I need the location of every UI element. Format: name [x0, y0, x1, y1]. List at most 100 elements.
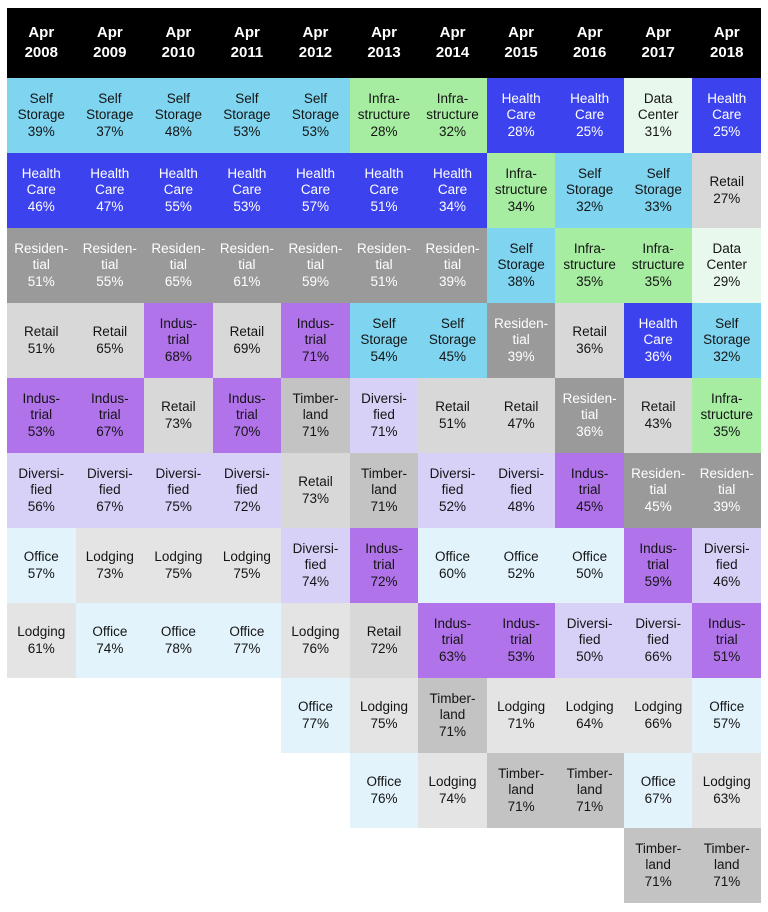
heatmap-cell-self-storage-2015: Self Storage 38%: [486, 228, 556, 303]
heatmap-cell-retail-2017: Retail 43%: [623, 378, 693, 453]
heatmap-cell-timberland-2014: Timber- land 71%: [418, 678, 487, 753]
heatmap-cell-health-care-2015: Health Care 28%: [486, 78, 556, 153]
heatmap-cell-self-storage-2008: Self Storage 39%: [7, 78, 76, 153]
heatmap-cell-lodging-2009: Lodging 73%: [75, 528, 145, 603]
column-header-2009: Apr 2009: [75, 8, 145, 78]
heatmap-cell-lodging-2017: Lodging 66%: [623, 678, 693, 753]
heatmap-cell-diversified-2011: Diversi- fied 72%: [212, 453, 282, 528]
heatmap-cell-timberland-2016: Timber- land 71%: [555, 753, 624, 828]
heatmap-cell-infrastructure-2015: Infra- structure 34%: [486, 153, 556, 228]
heatmap-cell-diversified-2013: Diversi- fied 71%: [349, 378, 419, 453]
heatmap-cell-diversified-2015: Diversi- fied 48%: [486, 453, 556, 528]
heatmap-cell-self-storage-2009: Self Storage 37%: [75, 78, 145, 153]
column-header-2016: Apr 2016: [555, 8, 624, 78]
heatmap-cell-lodging-2014: Lodging 74%: [418, 753, 487, 828]
heatmap-cell-health-care-2008: Health Care 46%: [7, 153, 76, 228]
heatmap-cell-industrial-2008: Indus- trial 53%: [7, 378, 76, 453]
heatmap-cell-infrastructure-2014: Infra- structure 32%: [418, 78, 487, 153]
heatmap-cell-data-center-2017: Data Center 31%: [623, 78, 693, 153]
heatmap-cell-diversified-2009: Diversi- fied 67%: [75, 453, 145, 528]
heatmap-cell-retail-2018: Retail 27%: [692, 153, 762, 228]
heatmap-cell-health-care-2009: Health Care 47%: [75, 153, 145, 228]
heatmap-cell-retail-2012: Retail 73%: [281, 453, 350, 528]
heatmap-cell-industrial-2013: Indus- trial 72%: [349, 528, 419, 603]
column-header-2018: Apr 2018: [692, 8, 762, 78]
column-header-2011: Apr 2011: [212, 8, 282, 78]
heatmap-cell-office-2014: Office 60%: [418, 528, 487, 603]
heatmap-cell-health-care-2011: Health Care 53%: [212, 153, 282, 228]
heatmap-cell-industrial-2016: Indus- trial 45%: [555, 453, 624, 528]
heatmap-cell-self-storage-2013: Self Storage 54%: [349, 303, 419, 378]
heatmap-cell-retail-2014: Retail 51%: [418, 378, 487, 453]
heatmap-cell-residential-2013: Residen- tial 51%: [349, 228, 419, 303]
heatmap-cell-industrial-2011: Indus- trial 70%: [212, 378, 282, 453]
heatmap-cell-industrial-2018: Indus- trial 51%: [692, 603, 762, 678]
heatmap-cell-self-storage-2011: Self Storage 53%: [212, 78, 282, 153]
heatmap-cell-industrial-2012: Indus- trial 71%: [281, 303, 350, 378]
heatmap-cell-retail-2013: Retail 72%: [349, 603, 419, 678]
year-column-2011: Apr 2011 Self Storage 53% Health Care 53% R…: [212, 8, 282, 903]
year-column-2008: Apr 2008 Self Storage 39% Health Care 46% R…: [7, 8, 76, 903]
heatmap-cell-diversified-2016: Diversi- fied 50%: [555, 603, 624, 678]
column-header-2008: Apr 2008: [7, 8, 76, 78]
column-header-2015: Apr 2015: [486, 8, 556, 78]
heatmap-cell-residential-2018: Residen- tial 39%: [692, 453, 762, 528]
heatmap-cell-retail-2016: Retail 36%: [555, 303, 624, 378]
heatmap-cell-timberland-2015: Timber- land 71%: [486, 753, 556, 828]
heatmap-cell-data-center-2018: Data Center 29%: [692, 228, 762, 303]
heatmap-cell-lodging-2013: Lodging 75%: [349, 678, 419, 753]
heatmap-cell-office-2012: Office 77%: [281, 678, 350, 753]
heatmap-cell-industrial-2014: Indus- trial 63%: [418, 603, 487, 678]
heatmap-cell-health-care-2013: Health Care 51%: [349, 153, 419, 228]
heatmap-cell-diversified-2008: Diversi- fied 56%: [7, 453, 76, 528]
heatmap-cell-residential-2010: Residen- tial 65%: [144, 228, 213, 303]
heatmap-cell-self-storage-2014: Self Storage 45%: [418, 303, 487, 378]
heatmap-cell-lodging-2012: Lodging 76%: [281, 603, 350, 678]
year-column-2015: Apr 2015 Health Care 28% Infra- structure …: [486, 8, 556, 903]
heatmap-cell-diversified-2014: Diversi- fied 52%: [418, 453, 487, 528]
year-column-2013: Apr 2013 Infra- structure 28% Health Care …: [349, 8, 419, 903]
column-header-2013: Apr 2013: [349, 8, 419, 78]
heatmap-cell-diversified-2017: Diversi- fied 66%: [623, 603, 693, 678]
heatmap-cell-self-storage-2017: Self Storage 33%: [623, 153, 693, 228]
heatmap-cell-retail-2015: Retail 47%: [486, 378, 556, 453]
heatmap-cell-office-2018: Office 57%: [692, 678, 762, 753]
heatmap-cell-timberland-2017: Timber- land 71%: [623, 828, 693, 903]
heatmap-cell-lodging-2010: Lodging 75%: [144, 528, 213, 603]
heatmap-cell-diversified-2018: Diversi- fied 46%: [692, 528, 762, 603]
heatmap-cell-retail-2010: Retail 73%: [144, 378, 213, 453]
heatmap-cell-office-2015: Office 52%: [486, 528, 556, 603]
heatmap-cell-residential-2012: Residen- tial 59%: [281, 228, 350, 303]
year-column-2009: Apr 2009 Self Storage 37% Health Care 47% R…: [75, 8, 145, 903]
heatmap-cell-lodging-2008: Lodging 61%: [7, 603, 76, 678]
heatmap-cell-self-storage-2018: Self Storage 32%: [692, 303, 762, 378]
heatmap-cell-infrastructure-2013: Infra- structure 28%: [349, 78, 419, 153]
heatmap-cell-office-2011: Office 77%: [212, 603, 282, 678]
heatmap-cell-industrial-2010: Indus- trial 68%: [144, 303, 213, 378]
heatmap-cell-office-2016: Office 50%: [555, 528, 624, 603]
year-column-2014: Apr 2014 Infra- structure 32% Health Care …: [418, 8, 487, 903]
heatmap-cell-health-care-2012: Health Care 57%: [281, 153, 350, 228]
column-header-2017: Apr 2017: [623, 8, 693, 78]
heatmap-cell-industrial-2017: Indus- trial 59%: [623, 528, 693, 603]
heatmap-cell-retail-2011: Retail 69%: [212, 303, 282, 378]
heatmap-cell-infrastructure-2018: Infra- structure 35%: [692, 378, 762, 453]
heatmap-cell-residential-2011: Residen- tial 61%: [212, 228, 282, 303]
heatmap-cell-residential-2014: Residen- tial 39%: [418, 228, 487, 303]
heatmap-cell-office-2010: Office 78%: [144, 603, 213, 678]
heatmap-cell-health-care-2017: Health Care 36%: [623, 303, 693, 378]
year-column-2017: Apr 2017 Data Center 31% Self Storage 33% I…: [623, 8, 693, 903]
heatmap-cell-timberland-2013: Timber- land 71%: [349, 453, 419, 528]
heatmap-cell-timberland-2018: Timber- land 71%: [692, 828, 762, 903]
heatmap-cell-lodging-2011: Lodging 75%: [212, 528, 282, 603]
column-header-2010: Apr 2010: [144, 8, 213, 78]
heatmap-cell-industrial-2009: Indus- trial 67%: [75, 378, 145, 453]
heatmap-cell-lodging-2018: Lodging 63%: [692, 753, 762, 828]
heatmap-cell-health-care-2014: Health Care 34%: [418, 153, 487, 228]
heatmap-cell-office-2013: Office 76%: [349, 753, 419, 828]
heatmap-cell-diversified-2010: Diversi- fied 75%: [144, 453, 213, 528]
year-column-2018: Apr 2018 Health Care 25% Retail 27% Data Ce…: [692, 8, 762, 903]
year-column-2016: Apr 2016 Health Care 25% Self Storage 32% I…: [555, 8, 624, 903]
heatmap-cell-self-storage-2016: Self Storage 32%: [555, 153, 624, 228]
